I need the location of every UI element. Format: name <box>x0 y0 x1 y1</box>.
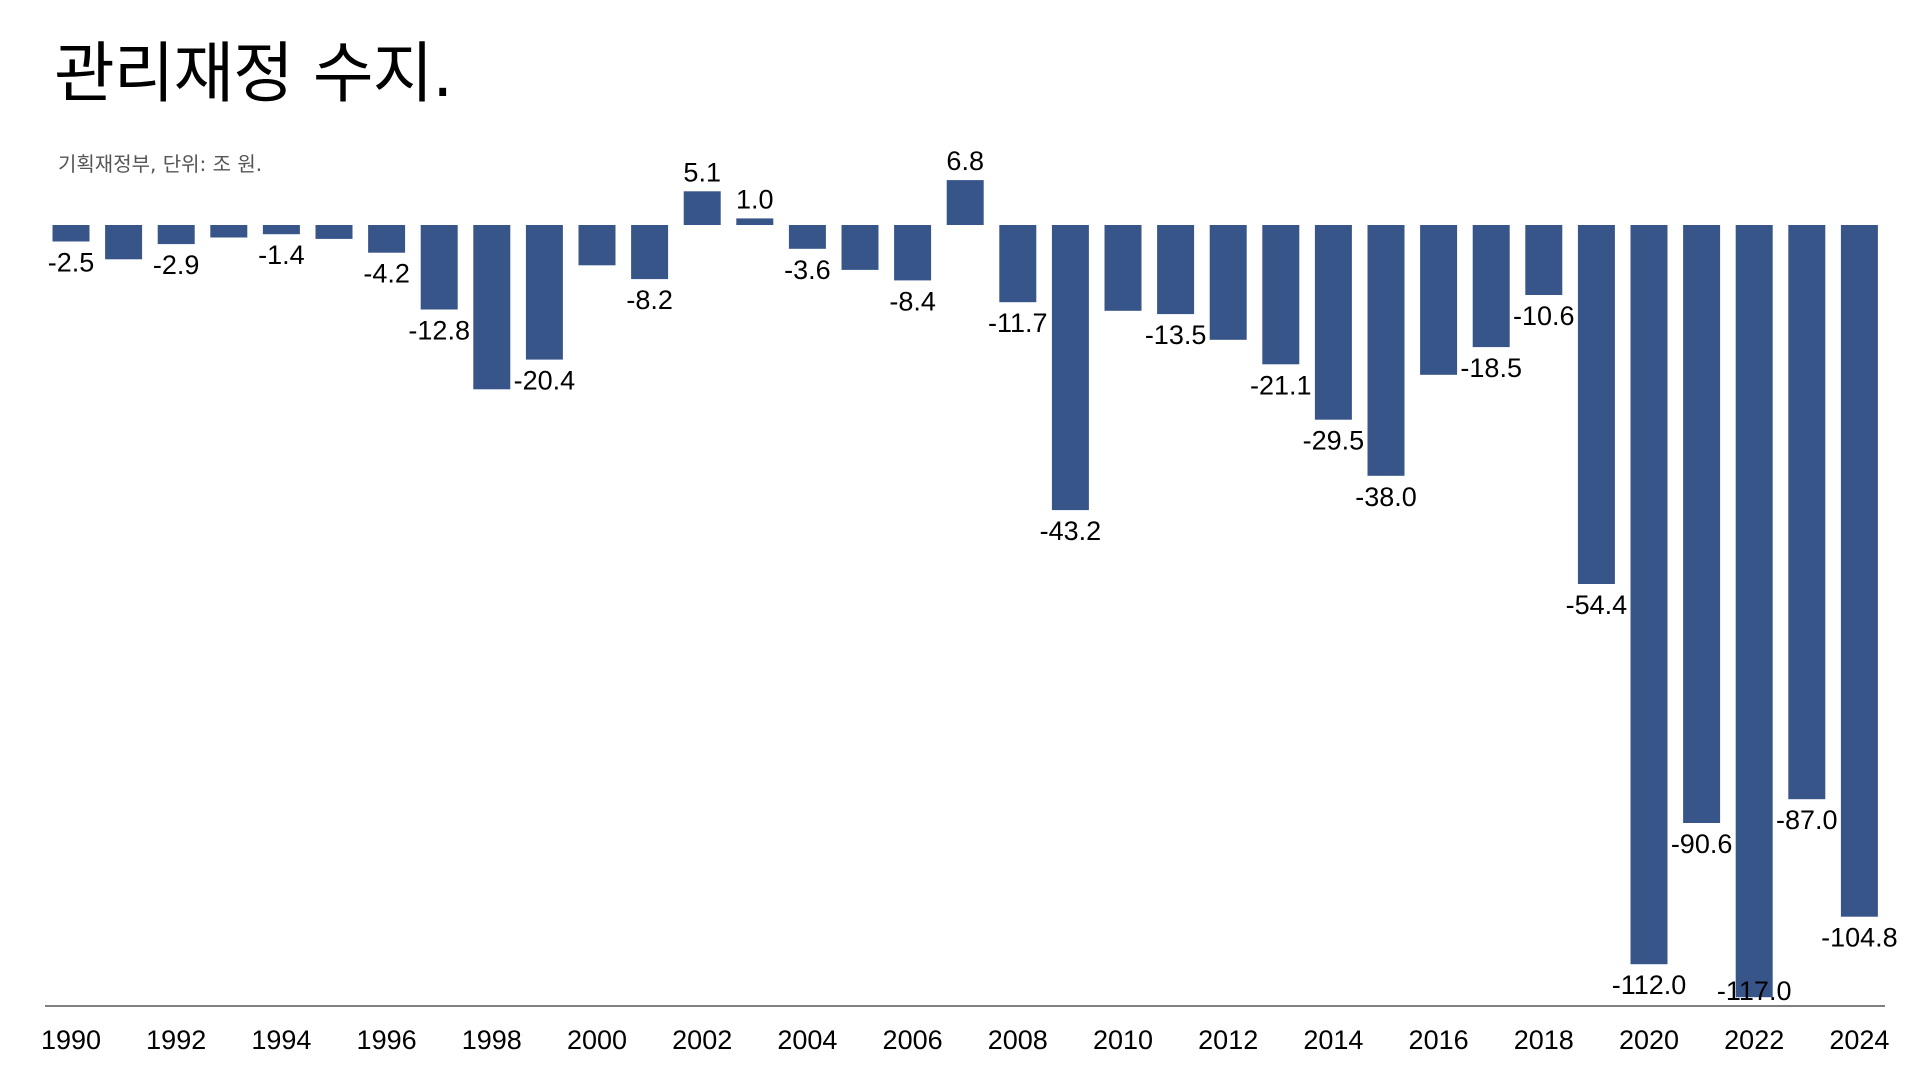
bar-2010 <box>1104 225 1142 311</box>
value-label-2015: -38.0 <box>1355 482 1417 512</box>
bar-2001 <box>631 225 669 280</box>
value-label-2023: -87.0 <box>1776 805 1838 835</box>
value-label-2008: -11.7 <box>988 308 1048 338</box>
value-label-2009: -43.2 <box>1040 516 1102 546</box>
value-label-1997: -12.8 <box>408 316 470 346</box>
x-tick-2008: 2008 <box>988 1025 1048 1055</box>
value-label-2003: 1.0 <box>736 184 774 214</box>
value-label-1996: -4.2 <box>363 259 410 289</box>
value-label-2011: -13.5 <box>1145 320 1207 350</box>
x-tick-1990: 1990 <box>41 1025 101 1055</box>
bar-2018 <box>1525 225 1563 295</box>
x-tick-2012: 2012 <box>1198 1025 1258 1055</box>
value-label-2004: -3.6 <box>784 255 831 285</box>
value-label-2006: -8.4 <box>889 286 936 316</box>
bar-2014 <box>1314 225 1352 420</box>
bar-2005 <box>841 225 879 270</box>
x-tick-2018: 2018 <box>1514 1025 1574 1055</box>
value-label-1990: -2.5 <box>48 248 95 278</box>
x-tick-1998: 1998 <box>462 1025 522 1055</box>
x-axis-ticks-group: 1990 1992 1994 1996 1998 2000 2002 2004 2006 2008… <box>41 1025 1889 1055</box>
x-tick-2010: 2010 <box>1093 1025 1153 1055</box>
x-tick-2006: 2006 <box>883 1025 943 1055</box>
value-label-2022: -117.0 <box>1717 976 1792 1006</box>
x-tick-1994: 1994 <box>251 1025 311 1055</box>
bar-2016 <box>1420 225 1458 375</box>
value-label-2024: -104.8 <box>1821 923 1898 953</box>
x-tick-2022: 2022 <box>1724 1025 1784 1055</box>
x-tick-2020: 2020 <box>1619 1025 1679 1055</box>
value-label-2013: -21.1 <box>1250 370 1312 400</box>
bar-2020 <box>1630 225 1668 965</box>
value-label-2007: 6.8 <box>946 146 984 176</box>
bar-1997 <box>420 225 458 310</box>
value-label-2021: -90.6 <box>1671 829 1733 859</box>
bar-2013 <box>1262 225 1300 365</box>
value-label-2014: -29.5 <box>1303 426 1365 456</box>
bars-group <box>52 180 1878 998</box>
value-label-1994: -1.4 <box>258 240 305 270</box>
x-tick-2000: 2000 <box>567 1025 627 1055</box>
bar-2012 <box>1209 225 1247 340</box>
bar-1990 <box>52 225 90 242</box>
bar-2017 <box>1472 225 1510 348</box>
bar-2008 <box>999 225 1037 303</box>
bar-2021 <box>1683 225 1721 823</box>
bar-1995 <box>315 225 353 239</box>
bar-2019 <box>1577 225 1615 584</box>
x-tick-1996: 1996 <box>357 1025 417 1055</box>
value-label-2001: -8.2 <box>626 285 673 315</box>
bar-2015 <box>1367 225 1405 476</box>
bar-1994 <box>262 225 300 235</box>
value-label-1999: -20.4 <box>514 366 576 396</box>
x-tick-2016: 2016 <box>1409 1025 1469 1055</box>
bar-2023 <box>1788 225 1826 800</box>
value-label-2002: 5.1 <box>683 157 721 187</box>
bar-1992 <box>157 225 195 245</box>
bar-2007 <box>946 180 984 225</box>
bar-1998 <box>473 225 511 390</box>
bar-1993 <box>210 225 248 238</box>
value-label-2019: -54.4 <box>1566 590 1628 620</box>
bar-2000 <box>578 225 616 266</box>
value-labels-group: -2.5 -2.9 -1.4 -4.2 -12.8 -20.4 -8.2 5.1 1.0 -3.6… <box>48 146 1898 1006</box>
bar-2009 <box>1051 225 1089 511</box>
value-label-2020: -112.0 <box>1612 970 1687 1000</box>
bar-2004 <box>788 225 826 249</box>
bar-1996 <box>368 225 406 253</box>
x-tick-2002: 2002 <box>672 1025 732 1055</box>
value-label-2018: -10.6 <box>1513 301 1575 331</box>
value-label-2017: -18.5 <box>1460 353 1522 383</box>
chart-subtitle: 기획재정부, 단위: 조 원. <box>58 152 263 176</box>
bar-2022 <box>1735 225 1773 998</box>
x-tick-1992: 1992 <box>146 1025 206 1055</box>
x-tick-2014: 2014 <box>1303 1025 1363 1055</box>
bar-2006 <box>894 225 932 281</box>
bar-2024 <box>1840 225 1878 917</box>
bar-2003 <box>736 218 774 225</box>
x-tick-2004: 2004 <box>777 1025 837 1055</box>
bar-1991 <box>105 225 143 260</box>
x-tick-2024: 2024 <box>1829 1025 1889 1055</box>
bar-2011 <box>1157 225 1195 315</box>
bar-2002 <box>683 191 721 225</box>
bar-1999 <box>525 225 563 360</box>
value-label-1992: -2.9 <box>153 250 200 280</box>
chart-title: 관리재정 수지. <box>54 35 453 112</box>
